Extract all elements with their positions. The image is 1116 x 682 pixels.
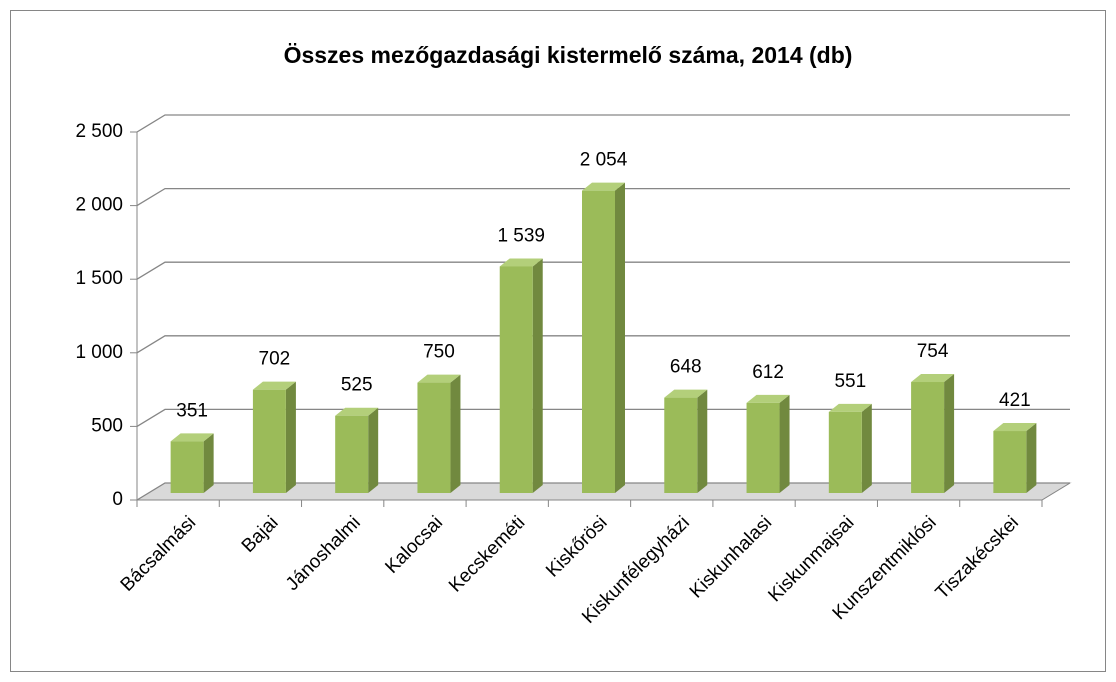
bar: [499, 258, 543, 493]
bar: [252, 381, 296, 493]
bar: [828, 403, 872, 493]
bar-side: [615, 182, 625, 494]
bar-side: [697, 389, 708, 493]
y-tick-label: 0: [112, 489, 123, 510]
grid-line: [136, 114, 1070, 133]
bar-top: [993, 423, 1037, 432]
bar-top: [170, 433, 214, 442]
bar-top: [335, 407, 379, 416]
bar-side: [944, 374, 955, 493]
bar-front: [746, 402, 780, 493]
y-tick-label: 1 500: [75, 268, 123, 289]
bar-front: [582, 190, 615, 494]
value-label: 750: [423, 342, 455, 363]
value-label: 351: [176, 400, 208, 421]
bar-top: [499, 258, 543, 267]
bar-side: [450, 374, 461, 493]
bar-front: [417, 382, 451, 493]
bar-side: [532, 258, 543, 493]
chart-border: [10, 10, 1106, 672]
bar-top: [664, 389, 708, 398]
value-label: 1 539: [497, 225, 545, 246]
floor-edge: [1041, 482, 1071, 501]
bar-top: [828, 403, 872, 412]
bar-top: [252, 381, 296, 390]
bar: [664, 389, 708, 493]
grid-line: [136, 335, 1070, 354]
bar-front: [335, 415, 369, 493]
y-tick-label: 2 000: [75, 195, 123, 216]
y-tick-label: 500: [91, 415, 123, 436]
y-tick-label: 2 500: [75, 121, 123, 142]
bar: [993, 423, 1037, 493]
bar-side: [368, 407, 379, 493]
bar: [911, 374, 955, 493]
value-label: 2 054: [580, 150, 628, 171]
bar: [170, 433, 214, 493]
value-label: 754: [917, 341, 949, 362]
value-label: 648: [670, 357, 702, 378]
bar-side: [1026, 423, 1037, 493]
y-tick-label: 1 000: [75, 342, 123, 363]
bar-side: [203, 433, 214, 493]
bar: [746, 394, 790, 493]
value-label: 702: [259, 349, 291, 370]
bar-front: [828, 411, 862, 493]
bar: [582, 182, 625, 494]
bar-front: [664, 397, 698, 493]
bar-front: [252, 389, 286, 493]
bar-front: [170, 441, 204, 493]
bar-front: [911, 382, 945, 493]
value-label: 612: [752, 362, 784, 383]
bar-top: [746, 394, 790, 403]
value-label: 525: [341, 375, 373, 396]
bar: [417, 374, 461, 493]
bar-top: [911, 374, 955, 383]
value-label: 421: [999, 390, 1031, 411]
bar-top: [582, 182, 625, 191]
grid-line: [136, 187, 1070, 207]
bar-front: [499, 266, 533, 493]
chart-title: Összes mezőgazdasági kistermelő száma, 2…: [284, 42, 853, 68]
bar-side: [285, 381, 296, 493]
bar-side: [779, 394, 790, 493]
bar-top: [417, 374, 461, 383]
bar-front: [993, 431, 1027, 493]
bar-side: [861, 403, 872, 493]
bar: [335, 407, 379, 493]
value-label: 551: [834, 371, 866, 392]
grid-line: [136, 261, 1070, 280]
